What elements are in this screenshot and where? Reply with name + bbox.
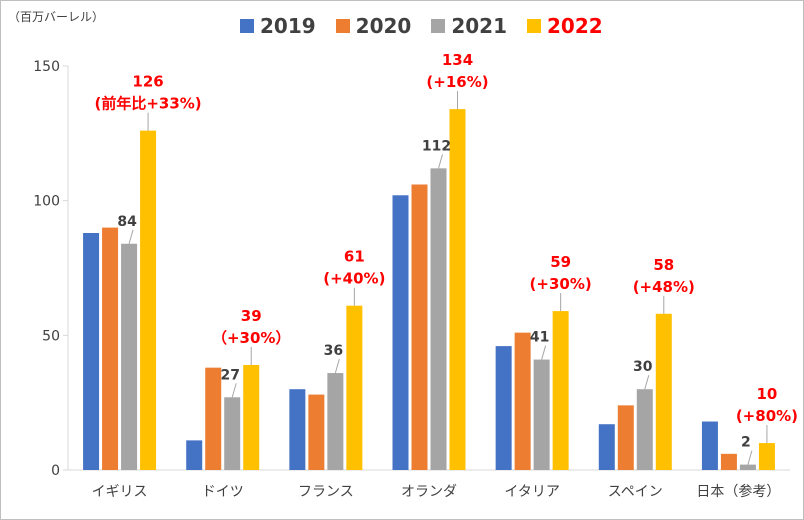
data-label-2021: 41 [530, 330, 549, 346]
data-label-2022-change: (+80%) [736, 407, 798, 425]
data-label-2022-value: 39 [241, 307, 262, 325]
bar-2022 [758, 443, 775, 470]
legend-swatch-2019 [240, 19, 254, 33]
bar-2021 [430, 168, 447, 470]
legend: 2019 2020 2021 2022 [240, 14, 603, 38]
bar-2022 [243, 364, 260, 470]
y-tick-label: 50 [42, 328, 60, 344]
data-label-2021: 84 [117, 214, 137, 230]
x-tick-label: フランス [298, 484, 354, 500]
bar-2019 [186, 440, 203, 470]
data-label-2022-value: 59 [550, 253, 571, 271]
bar-2019 [392, 195, 409, 470]
x-tick-label: イギリス [92, 484, 148, 500]
bar-2021 [739, 464, 756, 470]
legend-item-2021: 2021 [431, 14, 507, 38]
legend-item-2020: 2020 [335, 14, 412, 38]
y-tick-label: 0 [51, 463, 60, 479]
bar-2021 [636, 389, 653, 470]
bar-2020 [720, 453, 737, 470]
legend-label-2020: 2020 [355, 14, 412, 38]
data-label-2021: 36 [324, 343, 343, 359]
bar-2020 [617, 405, 634, 470]
leader-line-2021 [747, 450, 753, 465]
bar-2022 [346, 305, 363, 470]
data-label-2022-value: 61 [344, 248, 365, 266]
data-label-2021: 112 [422, 138, 451, 154]
leader-line-2021 [231, 383, 237, 398]
bar-2020 [102, 227, 119, 470]
legend-swatch-2022 [527, 19, 542, 33]
bar-2022 [140, 130, 157, 470]
data-label-2022-value: 134 [442, 51, 473, 69]
legend-swatch-2020 [335, 19, 350, 33]
leader-line-2021 [644, 375, 650, 390]
bar-2019 [495, 346, 512, 470]
bar-2021 [224, 397, 241, 470]
unit-label: （百万バーレル） [8, 10, 105, 24]
bar-2020 [514, 332, 531, 470]
data-label-2022-change: (前年比+33%) [94, 95, 201, 113]
x-tick-label: ドイツ [202, 484, 244, 500]
bar-2022 [449, 109, 466, 471]
bar-2019 [598, 424, 615, 470]
x-tick-label: スペイン [608, 484, 663, 500]
legend-swatch-2021 [431, 19, 446, 33]
leader-line-2021 [334, 358, 340, 374]
legend-label-2021: 2021 [451, 14, 508, 38]
y-tick-label: 150 [33, 59, 60, 75]
bar-2020 [205, 367, 222, 470]
data-label-2022-change: (+48%) [633, 278, 695, 296]
data-label-2022-change: （+30%） [212, 329, 290, 347]
bar-2021 [327, 373, 344, 470]
data-label-2022-change: (+30%) [530, 275, 592, 293]
data-label-2022-value: 10 [756, 385, 777, 403]
leader-line-2021 [541, 345, 547, 360]
data-label-2021: 27 [220, 367, 239, 383]
x-tick-label: オランダ [401, 484, 457, 500]
bar-2019 [289, 389, 306, 470]
legend-item-2019: 2019 [240, 14, 316, 38]
legend-label-2022: 2022 [547, 14, 603, 38]
bar-2019 [83, 232, 100, 470]
leader-line-2021 [128, 229, 134, 244]
data-label-2022-value: 126 [132, 73, 163, 91]
y-tick-label: 100 [33, 194, 60, 210]
bar-2022 [655, 313, 672, 470]
bar-2021 [533, 359, 550, 470]
leader-line-2021 [438, 154, 443, 169]
data-label-2021: 30 [633, 359, 653, 375]
data-label-2022-change: (+40%) [323, 270, 385, 288]
x-tick-label: 日本（参考） [696, 483, 780, 500]
data-label-2021: 2 [741, 435, 751, 451]
legend-label-2019: 2019 [260, 14, 316, 38]
data-label-2022-change: (+16%) [426, 73, 488, 91]
x-tick-label: イタリア [504, 484, 559, 500]
bar-2020 [411, 184, 428, 471]
bar-2021 [121, 243, 138, 470]
bar-2022 [552, 311, 569, 470]
bar-2019 [701, 421, 718, 470]
legend-item-2022: 2022 [527, 14, 603, 38]
bar-2020 [308, 394, 325, 470]
data-label-2022-value: 58 [653, 256, 674, 274]
